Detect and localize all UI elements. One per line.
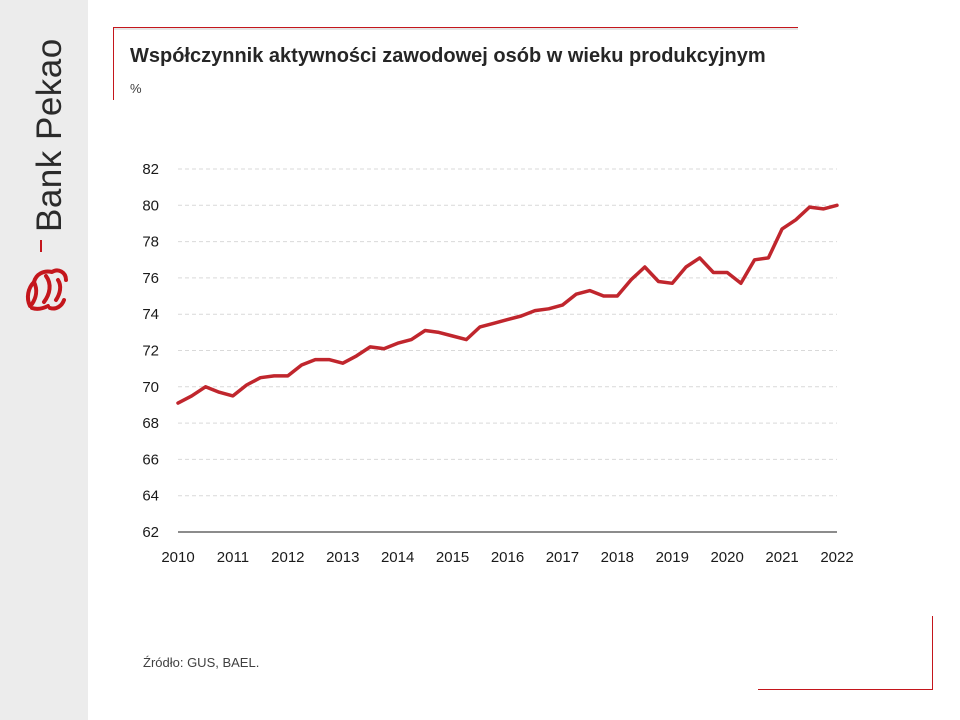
series-line (176, 203, 839, 405)
y-tick-label: 66 (142, 451, 159, 468)
x-tick-label: 2021 (765, 549, 798, 566)
x-tick-label: 2013 (326, 549, 359, 566)
y-tick-label: 64 (142, 488, 159, 505)
y-tick-label: 74 (142, 306, 159, 323)
pekao-bison-logo-icon (25, 268, 68, 311)
chart-title: Współczynnik aktywności zawodowej osób w… (130, 45, 766, 67)
frame-left-line (113, 27, 114, 100)
chart-unit: % (130, 81, 142, 96)
y-tick-label: 72 (142, 343, 159, 360)
x-tick-label: 2020 (710, 549, 743, 566)
x-tick-label: 2015 (436, 549, 469, 566)
frame-right-line (932, 616, 933, 690)
y-tick-label: 62 (142, 524, 159, 541)
y-tick-label: 70 (142, 379, 159, 396)
x-tick-label: 2011 (217, 549, 249, 566)
frame-top-shadow (114, 28, 798, 30)
x-tick-label: 2014 (381, 549, 414, 566)
x-tick-label: 2016 (491, 549, 524, 566)
brand-divider (40, 240, 42, 252)
y-tick-label: 68 (142, 415, 159, 432)
y-tick-label: 76 (142, 270, 159, 287)
chart-source: Źródło: GUS, BAEL. (143, 655, 260, 670)
y-tick-label: 78 (142, 234, 159, 251)
brand-sidebar: Bank Pekao (0, 0, 88, 720)
x-tick-label: 2017 (546, 549, 579, 566)
x-tick-label: 2012 (271, 549, 304, 566)
frame-top-line (113, 27, 798, 28)
frame-bottom-line (758, 689, 933, 690)
x-tick-label: 2018 (601, 549, 634, 566)
x-tick-label: 2010 (161, 549, 194, 566)
y-tick-label: 82 (142, 161, 159, 178)
x-tick-label: 2019 (656, 549, 689, 566)
y-tick-label: 80 (142, 197, 159, 214)
x-tick-label: 2022 (820, 549, 853, 566)
